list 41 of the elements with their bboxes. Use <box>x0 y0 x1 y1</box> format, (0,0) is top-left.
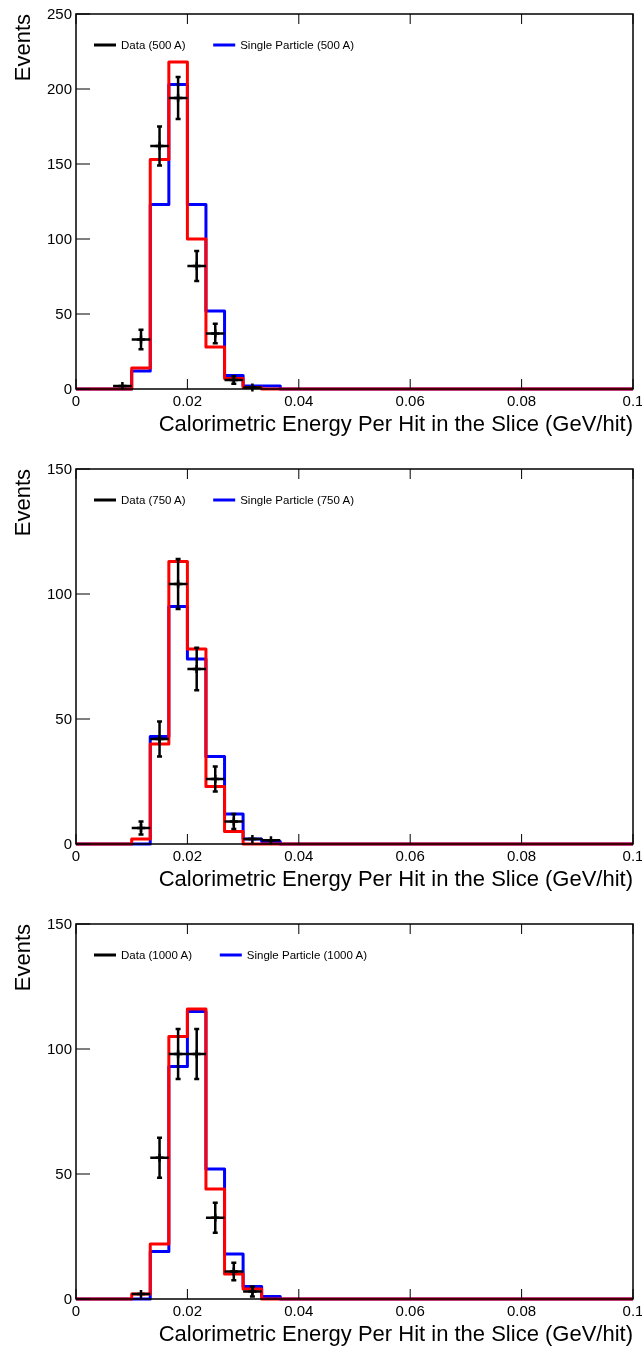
x-tick-label: 0.08 <box>507 392 537 409</box>
legend-label: Single Particle (500 A) <box>240 39 355 51</box>
y-tick-label: 200 <box>46 80 72 97</box>
x-tick-label: 0.04 <box>284 392 314 409</box>
y-tick-label: 150 <box>46 460 72 477</box>
x-tick-label: 0.08 <box>507 1302 537 1319</box>
x-axis-title: Calorimetric Energy Per Hit in the Slice (GeV/hit) <box>158 1321 633 1346</box>
x-tick-label: 0.1 <box>622 392 642 409</box>
y-tick-label: 100 <box>46 1040 72 1057</box>
x-tick-label: 0.02 <box>172 392 202 409</box>
y-tick-label: 50 <box>55 305 72 322</box>
x-tick-label: 0.1 <box>622 1302 642 1319</box>
legend-label: Data (1000 A) <box>121 949 193 961</box>
x-axis-title: Calorimetric Energy Per Hit in the Slice (GeV/hit) <box>158 411 633 436</box>
legend-label: Data (500 A) <box>121 39 186 51</box>
y-axis-title: Events <box>10 469 35 537</box>
x-tick-label: 0.1 <box>622 847 642 864</box>
y-tick-label: 50 <box>55 1165 72 1182</box>
legend-label: Data (750 A) <box>121 494 186 506</box>
y-tick-label: 0 <box>63 835 72 852</box>
x-tick-label: 0.06 <box>395 847 425 864</box>
y-tick-label: 0 <box>63 1290 72 1307</box>
y-tick-label: 150 <box>46 155 72 172</box>
y-tick-label: 150 <box>46 915 72 932</box>
x-tick-label: 0.04 <box>284 1302 314 1319</box>
x-tick-label: 0.06 <box>395 392 425 409</box>
x-tick-label: 0.02 <box>172 847 202 864</box>
x-tick-label: 0.02 <box>172 1302 202 1319</box>
y-tick-label: 50 <box>55 710 72 727</box>
x-tick-label: 0.04 <box>284 847 314 864</box>
y-tick-label: 0 <box>63 380 72 397</box>
legend-label: Single Particle (750 A) <box>240 494 355 506</box>
x-tick-label: 0.08 <box>507 847 537 864</box>
legend-label: Single Particle (1000 A) <box>246 949 368 961</box>
y-tick-label: 100 <box>46 585 72 602</box>
y-axis-title: Events <box>10 14 35 82</box>
x-axis-title: Calorimetric Energy Per Hit in the Slice (GeV/hit) <box>158 866 633 891</box>
y-axis-title: Events <box>10 924 35 992</box>
x-tick-label: 0.06 <box>395 1302 425 1319</box>
y-tick-label: 100 <box>46 230 72 247</box>
y-tick-label: 250 <box>46 5 72 22</box>
